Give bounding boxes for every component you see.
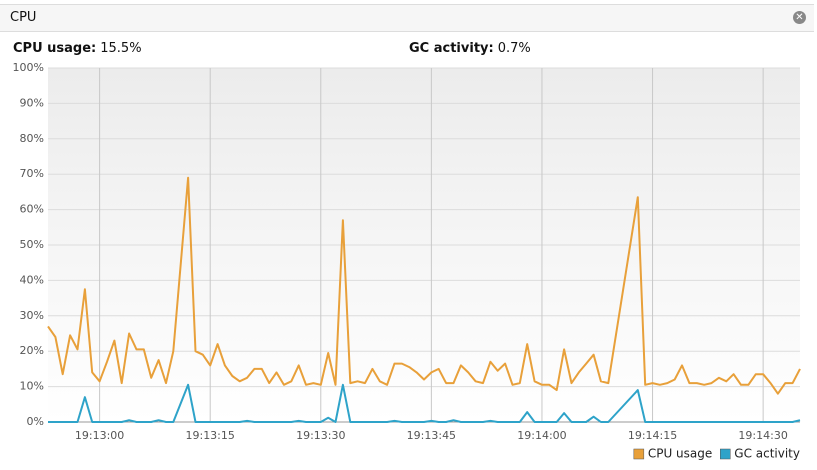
y-tick-label: 30% xyxy=(20,309,44,322)
y-tick-label: 40% xyxy=(20,273,44,286)
y-tick-label: 60% xyxy=(20,203,44,216)
x-tick-label: 19:13:30 xyxy=(296,429,345,442)
stat-label: GC activity: xyxy=(409,41,494,56)
close-button[interactable]: ✕ xyxy=(793,11,806,24)
x-tick-label: 19:14:00 xyxy=(517,429,566,442)
y-tick-label: 0% xyxy=(27,415,44,428)
y-tick-label: 10% xyxy=(20,380,44,393)
stat: GC activity: 0.7% xyxy=(409,41,531,56)
x-tick-label: 19:14:30 xyxy=(738,429,787,442)
stat-value: 15.5% xyxy=(100,41,142,56)
x-tick-label: 19:13:15 xyxy=(185,429,234,442)
legend-label: CPU usage xyxy=(648,447,712,461)
data-line xyxy=(47,176,801,395)
y-tick-label: 100% xyxy=(13,61,44,74)
stat-label: CPU usage: xyxy=(13,41,97,56)
y-tick-label: 70% xyxy=(20,167,44,180)
legend-swatch xyxy=(720,448,731,460)
x-tick-label: 19:13:00 xyxy=(75,429,124,442)
stat: CPU usage: 15.5% xyxy=(13,41,142,56)
y-tick-label: 90% xyxy=(20,96,44,109)
stat-value: 0.7% xyxy=(497,41,531,56)
panel-header: CPU ✕ xyxy=(0,4,814,32)
panel-title: CPU xyxy=(10,10,37,25)
legend-label: GC activity xyxy=(734,447,800,461)
y-tick-label: 80% xyxy=(20,132,44,145)
y-tick-label: 20% xyxy=(20,344,44,357)
y-tick-label: 50% xyxy=(20,238,44,251)
x-tick-label: 19:13:45 xyxy=(407,429,456,442)
data-line xyxy=(48,383,801,423)
legend-swatch xyxy=(633,448,645,460)
x-tick-label: 19:14:15 xyxy=(628,429,677,442)
